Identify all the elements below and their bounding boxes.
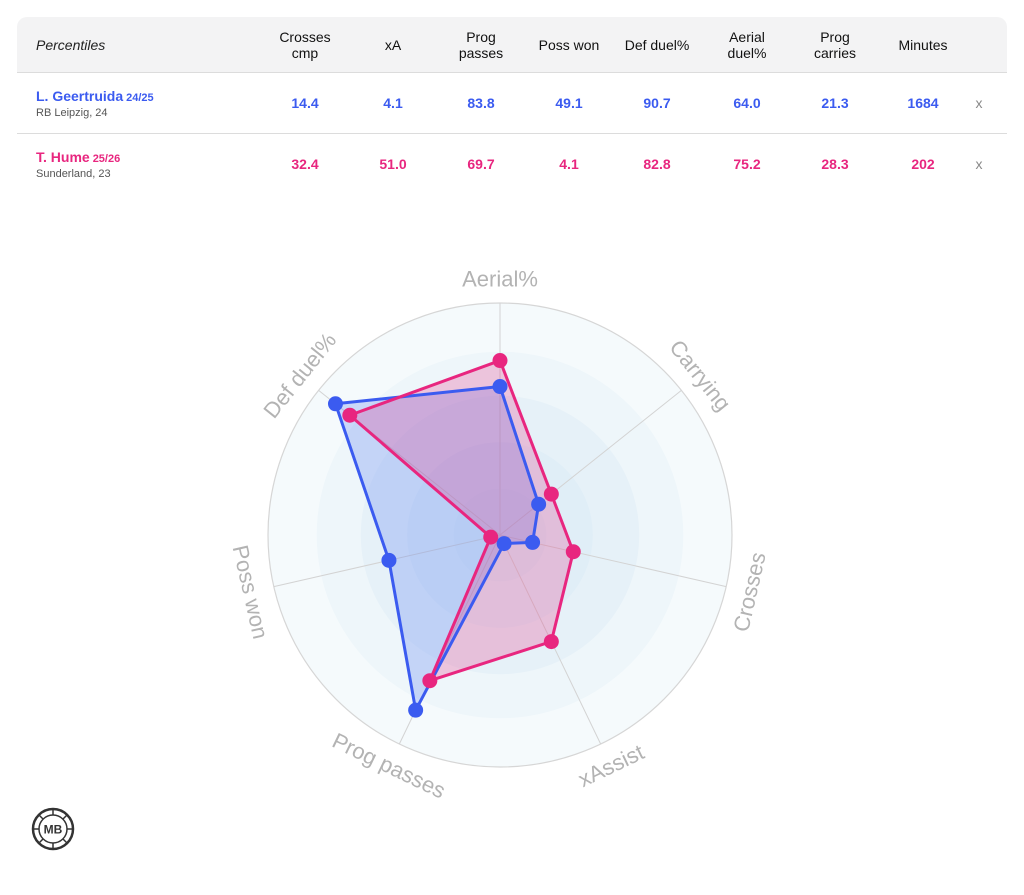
value-xa: 51.0 [379,156,407,172]
radar-ring [360,395,640,675]
header-line: Prog [820,28,850,45]
header-line: Minutes [898,36,948,53]
header-def-duel[interactable]: Def duel% [617,17,697,72]
header-xa[interactable]: xA [353,17,433,72]
value-crosses-cmp: 14.4 [291,95,319,111]
value-prog-passes: 69.7 [467,156,495,172]
header-minutes[interactable]: Minutes [883,17,963,72]
radar-ring [407,442,593,628]
radar-spoke [499,534,602,745]
remove-player-button[interactable]: x [975,95,983,111]
data-point [543,634,559,650]
logo-icon: MB [31,807,75,851]
data-point [525,534,541,550]
mb-logo: MB [30,806,76,852]
series-area [335,386,539,711]
data-point [381,552,397,568]
axis-label: Carrying [664,335,735,416]
value-aerial-duel: 64.0 [733,95,761,111]
header-prog-carries[interactable]: Prog carries [795,17,875,72]
percentiles-table: Percentiles Crosses cmp xA Prog passes Pos… [17,17,1007,197]
table-row-geertruida: L. Geertruida 24/25 RB Leipzig, 24 14.4 4… [17,73,1007,134]
header-aerial-duel[interactable]: Aerial duel% [707,17,787,72]
player-name-text: T. Hume [36,149,90,165]
series-line [333,385,541,712]
header-crosses-cmp[interactable]: Crosses cmp [265,17,345,72]
radar-spoke [499,534,727,588]
header-poss-won[interactable]: Poss won [529,17,609,72]
axis-label: Poss won [228,543,274,642]
header-line: Aerial [729,28,765,45]
axis-label: Prog passes [328,728,449,804]
value-prog-passes: 83.8 [467,95,495,111]
header-line: Prog [466,28,496,45]
radar-spoke [499,389,682,536]
header-line: carries [813,44,856,61]
table-row-hume: T. Hume 25/26 Sunderland, 23 32.4 51.0 69… [17,134,1007,194]
data-point [327,396,343,412]
data-point [342,407,358,423]
value-def-duel: 82.8 [643,156,671,172]
header-line: xA [384,36,402,53]
value-xa: 4.1 [383,95,403,111]
player-name[interactable]: L. Geertruida 24/25 [36,88,154,104]
data-point [492,353,508,369]
data-point [483,529,499,545]
radar-ring [267,302,733,768]
radar-spoke [273,534,501,588]
data-point [565,544,581,560]
radar-ring [316,351,684,719]
data-point [492,379,508,395]
header-line: duel% [727,44,767,61]
header-prog-passes[interactable]: Prog passes [441,17,521,72]
series-area [349,360,574,681]
value-aerial-duel: 75.2 [733,156,761,172]
series-line [348,359,575,683]
player-name[interactable]: T. Hume 25/26 [36,149,120,165]
player-season: 25/26 [92,153,121,165]
axis-label: xAssist [574,739,648,792]
value-minutes: 202 [911,156,935,172]
axis-label: Def duel% [258,328,341,423]
player-club: Sunderland, 23 [36,168,111,180]
header-line: Poss won [538,36,600,53]
player-name-text: L. Geertruida [36,88,124,104]
logo-text: MB [44,823,63,837]
value-poss-won: 49.1 [555,95,583,111]
radar-spoke [398,534,501,745]
value-prog-carries: 21.3 [821,95,849,111]
player-season: 24/25 [126,92,154,104]
value-def-duel: 90.7 [643,95,671,111]
header-line: Crosses [279,28,331,45]
data-point [531,496,547,512]
value-prog-carries: 28.3 [821,156,849,172]
data-point [496,536,512,552]
remove-player-button[interactable]: x [975,156,983,172]
table-header: Percentiles Crosses cmp xA Prog passes Pos… [17,17,1007,73]
header-line: Def duel% [624,36,690,53]
radar-ring [453,488,547,582]
header-line: passes [458,44,504,61]
value-minutes: 1684 [907,95,939,111]
radar-spoke [318,389,501,536]
data-point [422,673,438,689]
axis-label: Crosses [728,550,770,634]
data-point [408,702,424,718]
header-percentiles-label: Percentiles [36,36,106,53]
player-club: RB Leipzig, 24 [36,107,108,119]
axis-label: Aerial% [462,267,538,292]
value-poss-won: 4.1 [559,156,579,172]
value-crosses-cmp: 32.4 [291,156,319,172]
data-point [543,486,559,502]
header-line: cmp [291,44,319,61]
